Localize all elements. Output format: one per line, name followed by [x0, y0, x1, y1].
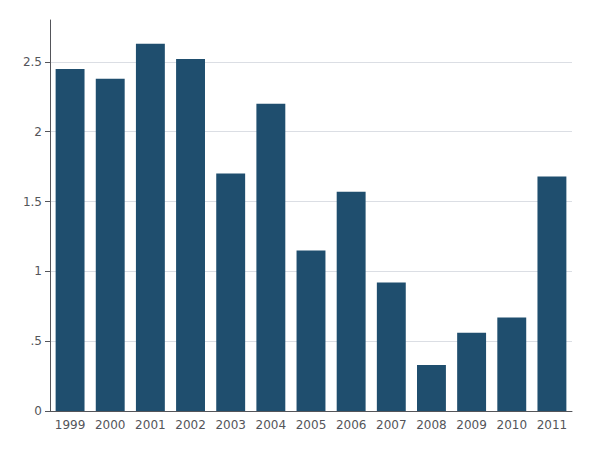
svg-text:2: 2: [34, 125, 42, 139]
svg-text:2006: 2006: [336, 418, 367, 432]
svg-text:2007: 2007: [376, 418, 407, 432]
svg-text:2003: 2003: [215, 418, 246, 432]
svg-text:1: 1: [34, 264, 42, 278]
svg-text:2005: 2005: [296, 418, 327, 432]
svg-text:0: 0: [34, 404, 42, 418]
svg-text:2.5: 2.5: [23, 55, 42, 69]
svg-text:2009: 2009: [456, 418, 487, 432]
svg-text:.5: .5: [31, 334, 42, 348]
svg-text:2000: 2000: [95, 418, 126, 432]
svg-text:2001: 2001: [135, 418, 166, 432]
svg-text:2011: 2011: [537, 418, 568, 432]
svg-text:2008: 2008: [416, 418, 447, 432]
svg-text:2004: 2004: [256, 418, 287, 432]
svg-text:1999: 1999: [55, 418, 86, 432]
svg-text:2010: 2010: [496, 418, 527, 432]
svg-text:1.5: 1.5: [23, 195, 42, 209]
svg-text:2002: 2002: [175, 418, 206, 432]
